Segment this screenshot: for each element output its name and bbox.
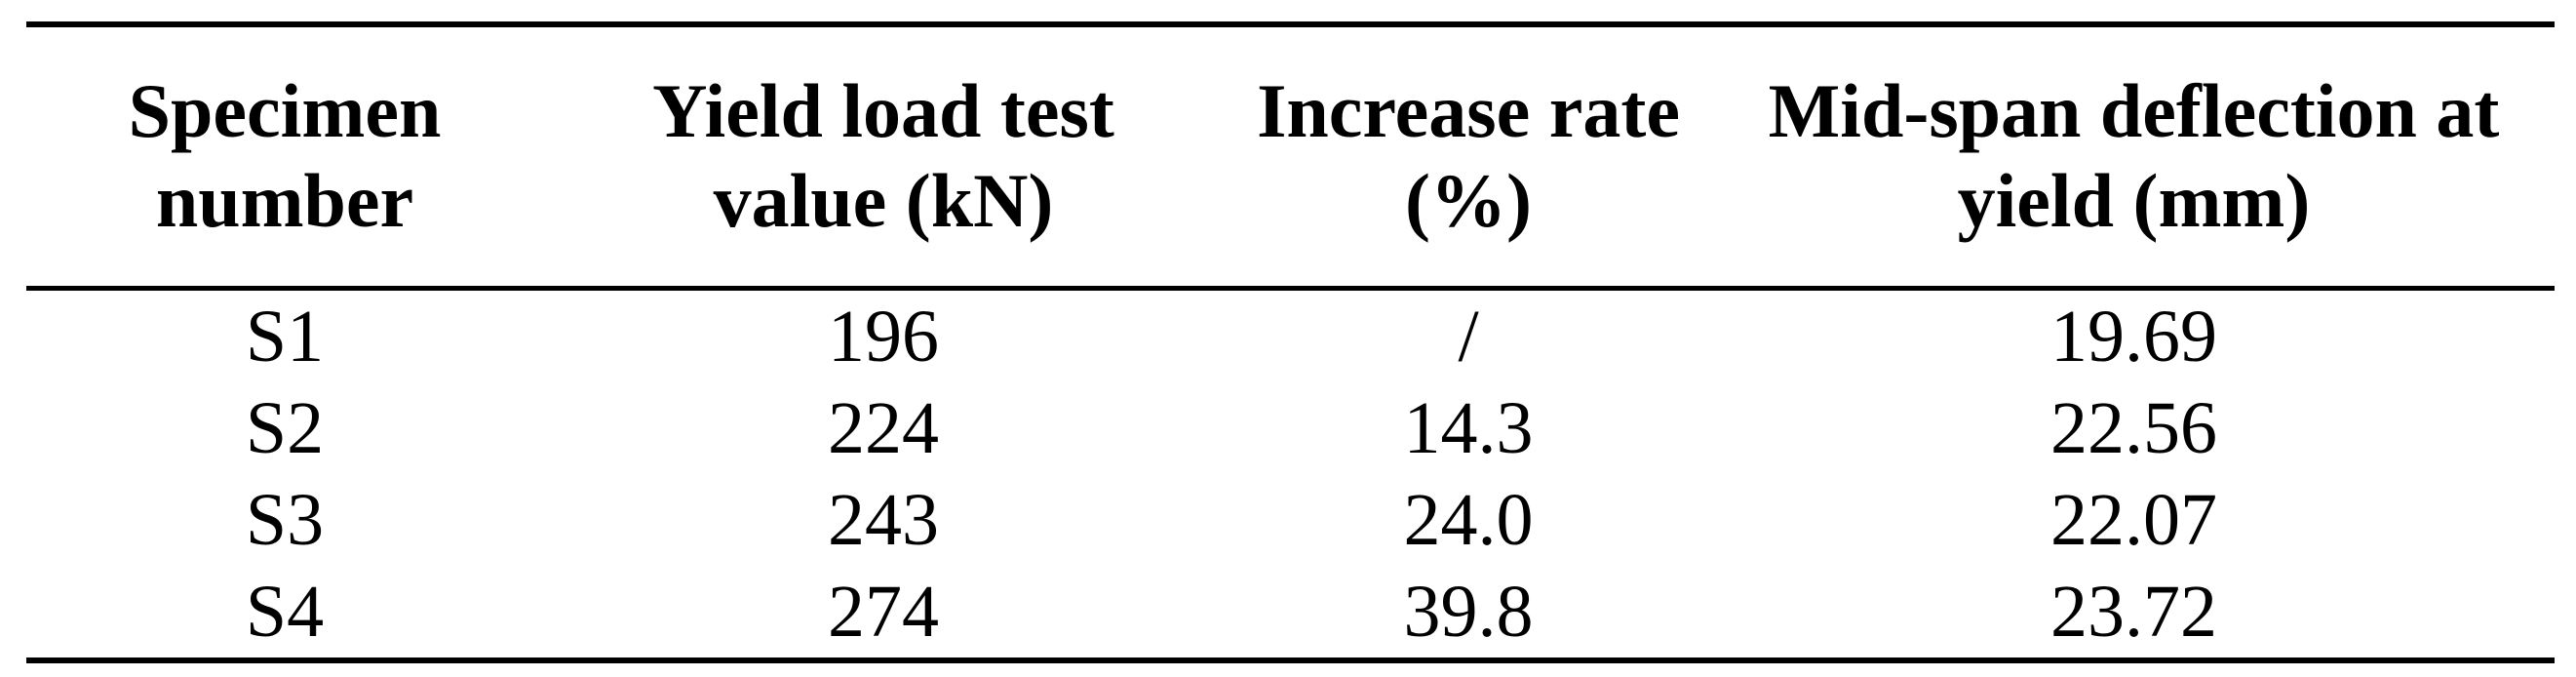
table-cell: 22.07	[2050, 478, 2217, 561]
table-cell: 24.0	[1403, 478, 1534, 561]
table-row: S4 274 39.8 23.72	[26, 566, 2555, 660]
results-table: Specimen number Yield load test value (k…	[26, 21, 2555, 663]
table-row: S1 196 / 19.69	[26, 288, 2555, 382]
header-mid-span-deflection: Mid-span deflection at yield (mm)	[1768, 68, 2500, 244]
table-cell: 243	[828, 478, 939, 561]
table-cell: 39.8	[1403, 570, 1534, 653]
table-cell: 23.72	[2050, 570, 2217, 653]
table-row: S3 243 24.0 22.07	[26, 474, 2555, 566]
table-cell: 19.69	[2050, 295, 2217, 378]
table-cell: S3	[245, 478, 325, 561]
table-row: S2 224 14.3 22.56	[26, 382, 2555, 474]
table-cell: S2	[245, 386, 325, 469]
table-cell: S1	[245, 295, 325, 378]
header-yield-load: Yield load test value (kN)	[652, 68, 1114, 244]
table-cell: 196	[828, 295, 939, 378]
table-header-row: Specimen number Yield load test value (k…	[26, 24, 2555, 288]
table-cell: /	[1458, 295, 1479, 378]
table-cell: 14.3	[1403, 386, 1534, 469]
table-cell: 224	[828, 386, 939, 469]
table-cell: 22.56	[2050, 386, 2217, 469]
table-cell: S4	[245, 570, 325, 653]
header-specimen-number: Specimen number	[128, 68, 442, 244]
header-increase-rate: Increase rate (%)	[1257, 68, 1680, 244]
table-cell: 274	[828, 570, 939, 653]
